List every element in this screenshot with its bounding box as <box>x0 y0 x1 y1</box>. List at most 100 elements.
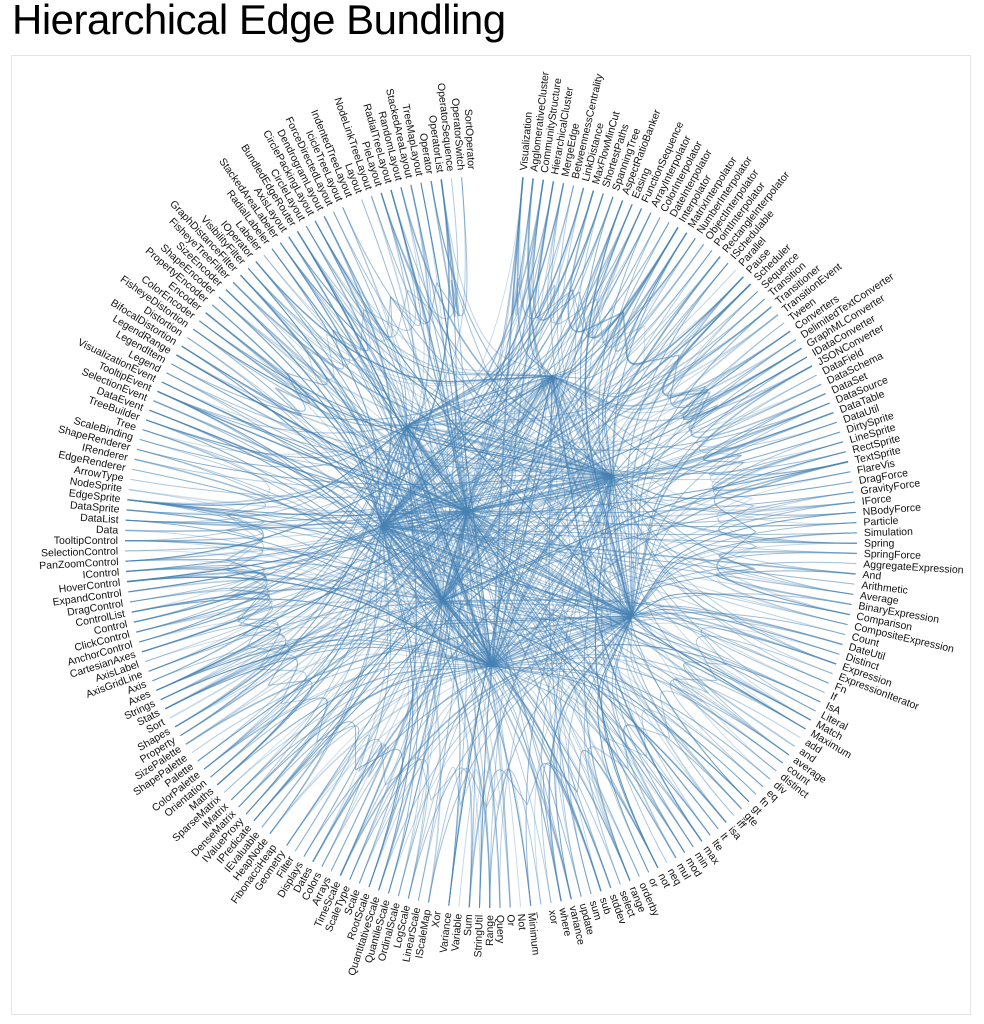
link <box>540 475 857 904</box>
node-label: Variance <box>438 912 455 954</box>
link <box>323 215 417 888</box>
link <box>406 238 696 868</box>
link <box>420 182 532 906</box>
link <box>630 276 812 721</box>
link <box>181 312 311 417</box>
node-label: Fn <box>833 681 849 697</box>
link <box>626 232 802 408</box>
node-label: Visualization <box>518 111 535 171</box>
link <box>567 190 744 366</box>
link <box>714 441 850 616</box>
node-label: Simulation <box>864 526 913 539</box>
link <box>164 474 677 859</box>
link <box>126 328 613 572</box>
node-label: Minimum <box>525 912 542 956</box>
link <box>703 393 851 492</box>
link <box>149 409 727 823</box>
link <box>305 178 459 338</box>
edge-bundling-diagram: VisualizationAgglomerativeClusterCommuni… <box>39 71 964 978</box>
link <box>551 298 816 712</box>
link <box>286 738 430 899</box>
link <box>387 615 727 894</box>
link <box>192 328 429 897</box>
link <box>210 697 360 852</box>
node-label: DataList <box>80 512 119 526</box>
link <box>542 750 659 902</box>
node-label: sum <box>587 899 604 922</box>
link <box>716 550 857 606</box>
link <box>662 283 826 439</box>
node-label: Query <box>494 915 507 945</box>
link <box>127 499 270 653</box>
link <box>253 532 857 822</box>
link <box>527 178 837 665</box>
link <box>216 291 759 786</box>
link <box>601 227 853 500</box>
link <box>715 471 851 626</box>
node-label: Arithmetic <box>861 579 909 596</box>
chart-frame: Visualization AgglomerativeCluster Communi… <box>11 55 971 1015</box>
link <box>314 220 472 908</box>
node-label: Particle <box>863 515 899 529</box>
link <box>312 742 390 872</box>
link <box>631 291 857 618</box>
link <box>218 220 371 380</box>
link <box>672 314 802 418</box>
link <box>125 519 493 899</box>
link <box>127 429 270 583</box>
link <box>546 183 705 348</box>
link <box>127 365 813 505</box>
link <box>232 281 752 478</box>
node-label: sub <box>597 896 614 916</box>
node-label: IControl <box>82 566 120 581</box>
link <box>126 509 840 655</box>
link <box>160 232 688 701</box>
link <box>136 402 830 485</box>
node-label: SortOperator <box>462 109 477 171</box>
node-label: Or <box>504 914 517 927</box>
link <box>125 499 264 552</box>
node-label: TooltipControl <box>54 535 118 547</box>
node-label: Sum <box>462 914 475 937</box>
node-label: SelectionControl <box>41 545 118 559</box>
link <box>192 328 613 867</box>
link <box>210 238 696 778</box>
node-label: OperatorSwitch <box>449 98 467 171</box>
link <box>261 374 668 864</box>
node-labels: VisualizationAgglomerativeClusterCommuni… <box>39 71 964 978</box>
node-label: Average <box>859 590 899 607</box>
node-label: DataSprite <box>69 499 120 515</box>
link <box>666 298 808 420</box>
node-label: _ <box>535 910 548 919</box>
link <box>128 525 429 899</box>
node-label: where <box>556 906 573 938</box>
link <box>138 220 554 643</box>
link <box>430 179 460 317</box>
link <box>136 605 284 710</box>
link <box>491 238 806 730</box>
node-label: And <box>862 569 882 583</box>
link <box>380 192 562 902</box>
link <box>286 734 387 872</box>
link <box>592 204 766 379</box>
link <box>417 766 482 908</box>
link <box>130 475 613 728</box>
link <box>185 365 813 745</box>
node-label: Range <box>484 915 496 946</box>
node-label: Variable <box>449 913 464 952</box>
node-label: EdgeSprite <box>68 487 121 505</box>
link <box>537 181 652 333</box>
link <box>156 644 313 786</box>
link <box>296 231 854 602</box>
link <box>314 220 857 617</box>
node-label: IsA <box>824 700 843 717</box>
link <box>679 330 808 424</box>
link <box>534 181 604 323</box>
node-label: IForce <box>861 493 892 508</box>
link <box>253 207 613 822</box>
node-label: lt <box>718 831 731 843</box>
link <box>125 227 679 562</box>
link <box>406 208 642 908</box>
link <box>230 375 553 907</box>
link <box>704 402 844 476</box>
